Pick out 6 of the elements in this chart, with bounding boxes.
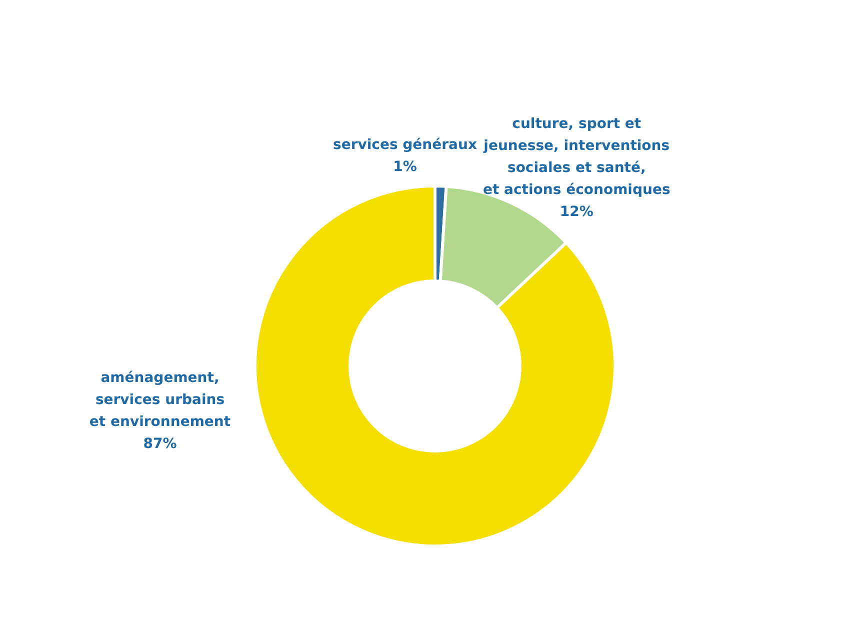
slice-label: aménagement, services urbains et environnement bbox=[89, 370, 231, 430]
data-label: 87% bbox=[143, 436, 177, 452]
data-label: 12% bbox=[560, 204, 594, 220]
slice-label: services généraux bbox=[333, 137, 477, 153]
slice-label: culture, sport et jeunesse, interventions sociales et santé, et actions économiques bbox=[482, 116, 670, 198]
data-label: 1% bbox=[393, 159, 417, 175]
